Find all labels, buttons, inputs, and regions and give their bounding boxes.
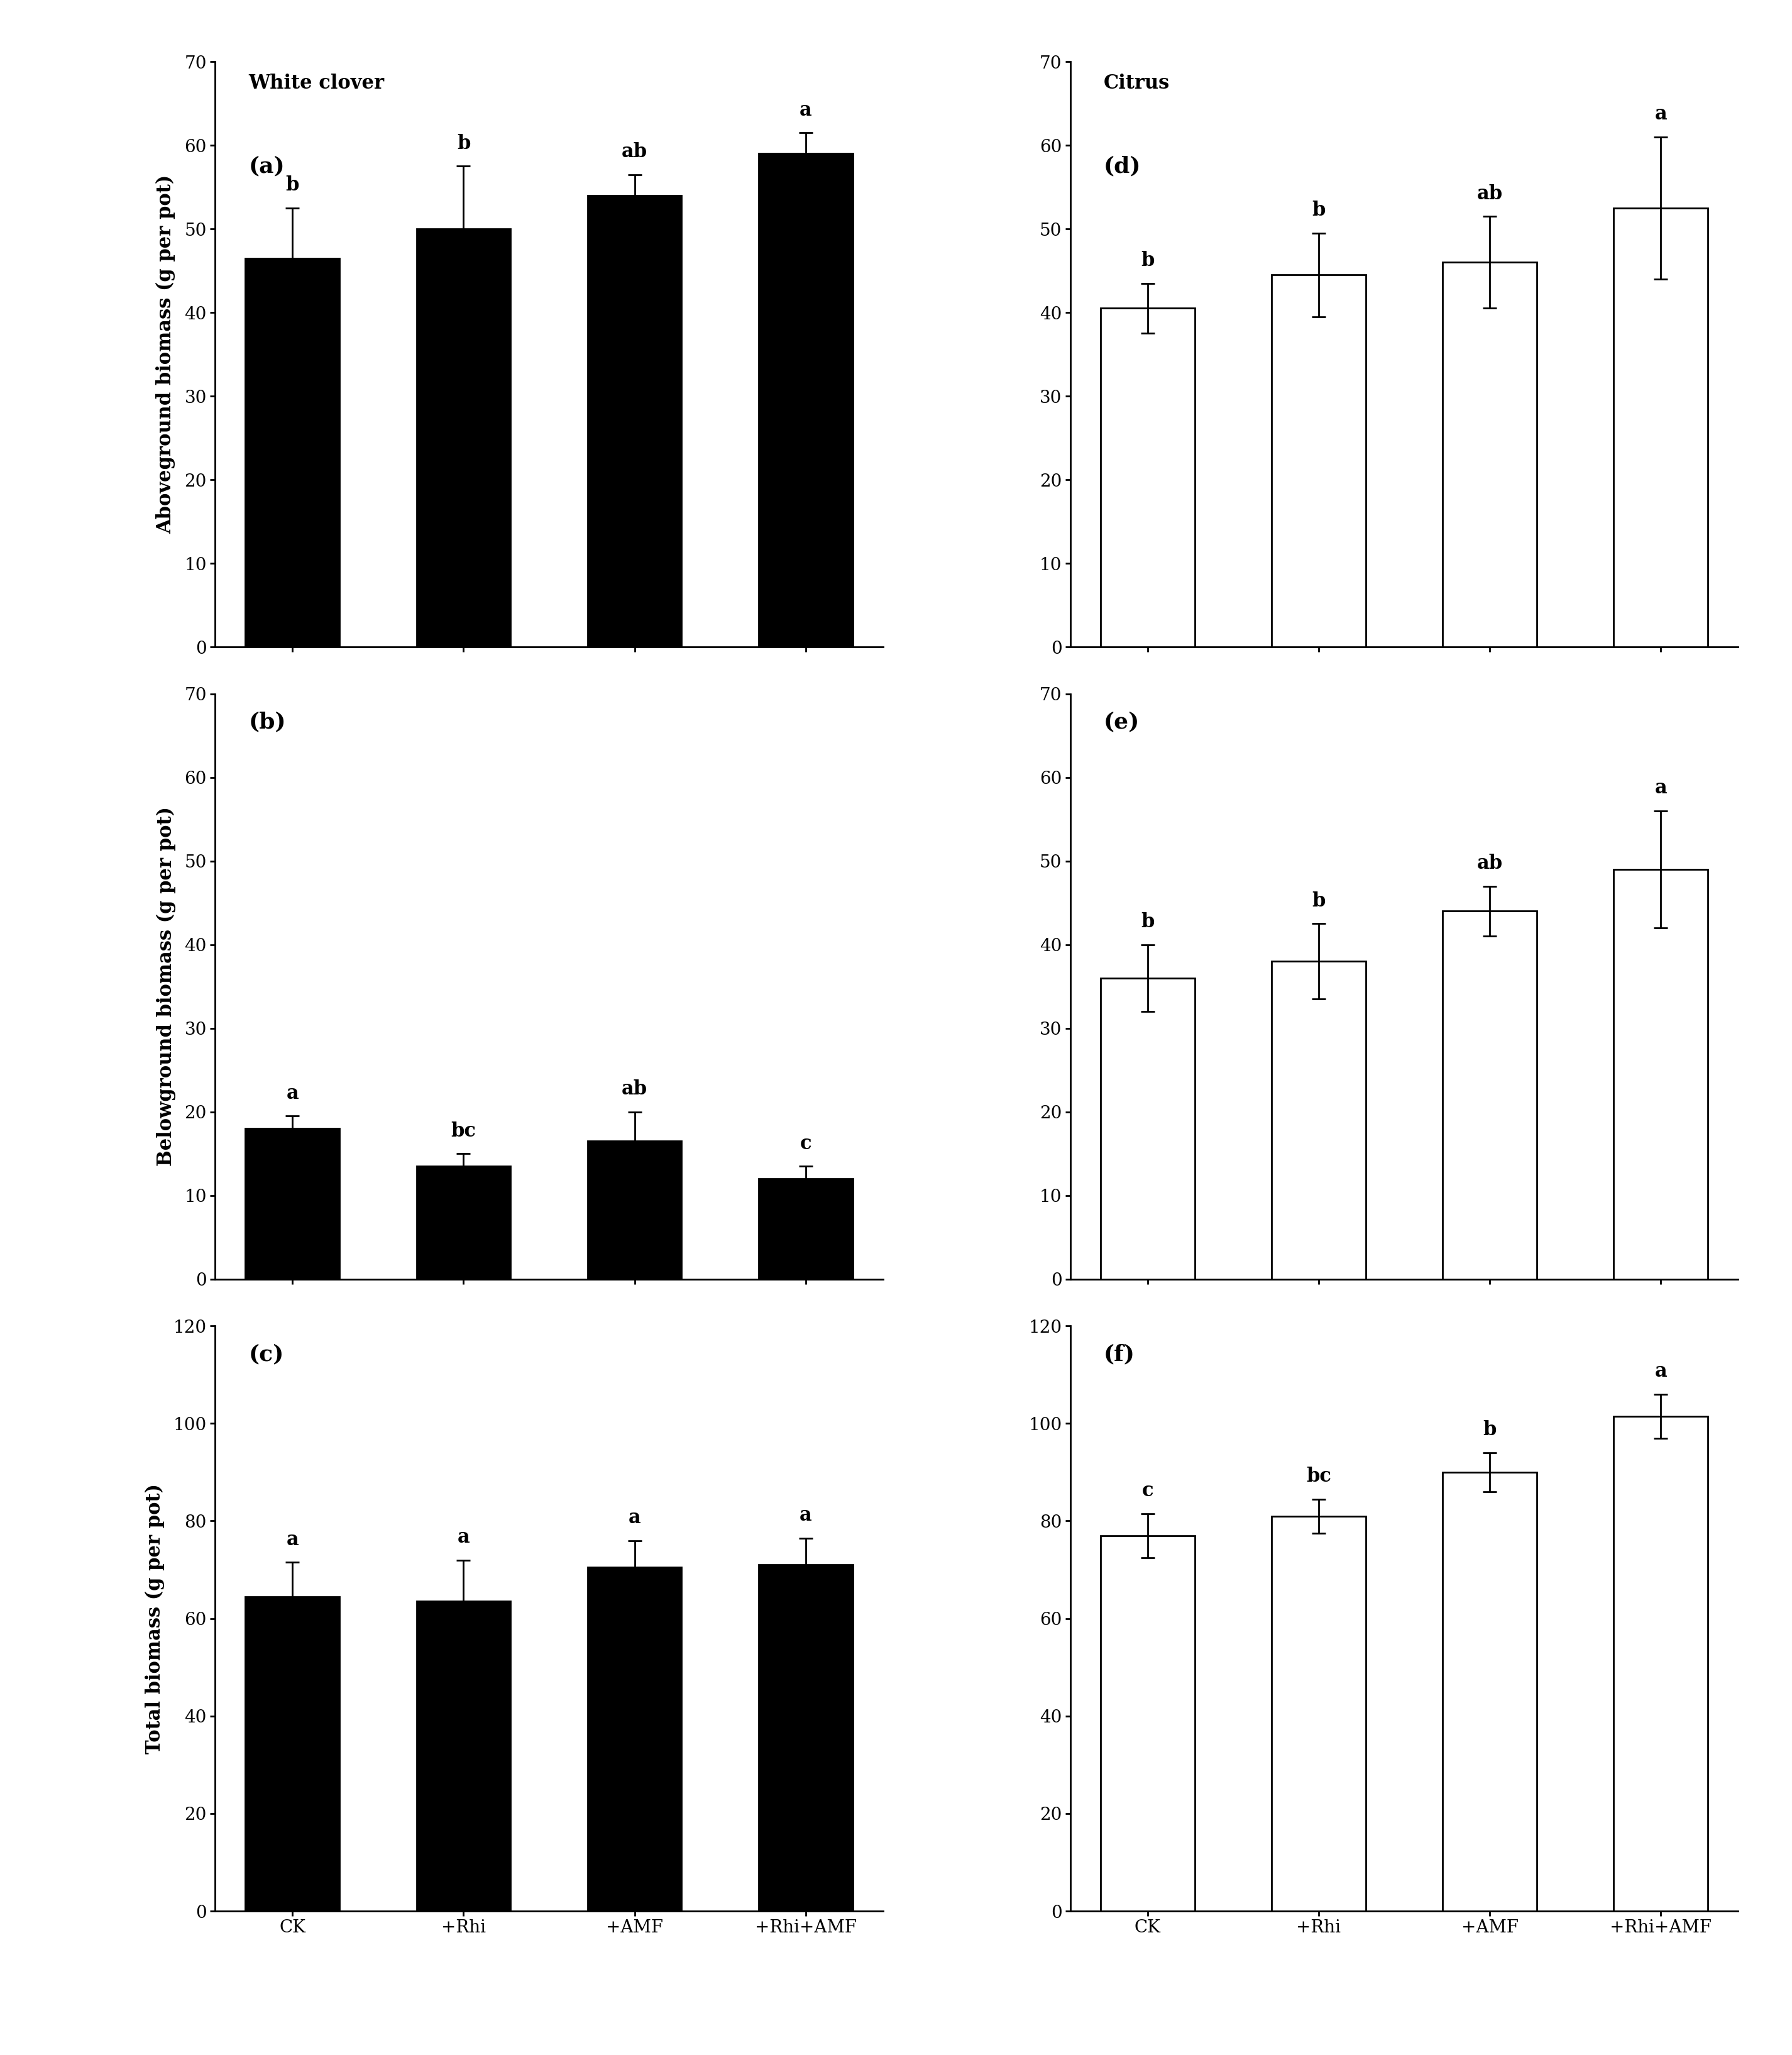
Bar [758, 1180, 853, 1278]
Text: White clover: White clover [249, 74, 383, 92]
Text: bc: bc [452, 1122, 477, 1141]
Text: bc: bc [1306, 1467, 1331, 1486]
Text: a: a [1654, 779, 1667, 797]
Bar [246, 1128, 339, 1278]
Bar [1615, 869, 1708, 1278]
Text: b: b [1312, 201, 1326, 220]
Bar [1443, 1471, 1538, 1911]
Bar [416, 1165, 511, 1278]
Text: (b): (b) [249, 711, 287, 734]
Y-axis label: Aboveground biomass (g per pot): Aboveground biomass (g per pot) [156, 175, 176, 534]
Text: (d): (d) [1104, 156, 1142, 177]
Bar [1615, 1416, 1708, 1911]
Bar [1615, 208, 1708, 647]
Text: a: a [1654, 105, 1667, 123]
Bar [246, 259, 339, 647]
Text: a: a [799, 1506, 812, 1525]
Text: (e): (e) [1104, 711, 1140, 734]
Bar [588, 1141, 681, 1278]
Bar [1443, 263, 1538, 647]
Bar [1100, 978, 1195, 1278]
Bar [1272, 1517, 1366, 1911]
Y-axis label: Total biomass (g per pot): Total biomass (g per pot) [145, 1484, 165, 1753]
Text: b: b [1484, 1420, 1496, 1441]
Text: Citrus: Citrus [1104, 74, 1170, 92]
Text: (f): (f) [1104, 1344, 1134, 1365]
Text: b: b [1312, 892, 1326, 910]
Bar [416, 228, 511, 647]
Text: (a): (a) [249, 156, 285, 177]
Text: ab: ab [1477, 853, 1503, 873]
Text: a: a [1654, 1362, 1667, 1381]
Bar [1100, 1535, 1195, 1911]
Text: b: b [457, 134, 470, 154]
Text: a: a [287, 1531, 299, 1549]
Text: b: b [285, 175, 299, 195]
Text: ab: ab [1477, 185, 1503, 203]
Bar [588, 195, 681, 647]
Text: a: a [799, 101, 812, 119]
Bar [1443, 910, 1538, 1278]
Text: ab: ab [622, 142, 647, 162]
Bar [758, 1564, 853, 1911]
Text: a: a [457, 1527, 470, 1547]
Text: a: a [287, 1083, 299, 1104]
Text: b: b [1142, 912, 1154, 931]
Text: c: c [1142, 1482, 1154, 1500]
Bar [1272, 962, 1366, 1278]
Text: c: c [799, 1134, 812, 1153]
Text: b: b [1142, 251, 1154, 271]
Bar [758, 154, 853, 647]
Bar [246, 1597, 339, 1911]
Bar [416, 1601, 511, 1911]
Bar [1272, 275, 1366, 647]
Text: (c): (c) [249, 1344, 283, 1365]
Text: ab: ab [622, 1079, 647, 1099]
Text: a: a [629, 1508, 642, 1527]
Bar [1100, 308, 1195, 647]
Bar [588, 1568, 681, 1911]
Y-axis label: Belowground biomass (g per pot): Belowground biomass (g per pot) [156, 808, 176, 1165]
